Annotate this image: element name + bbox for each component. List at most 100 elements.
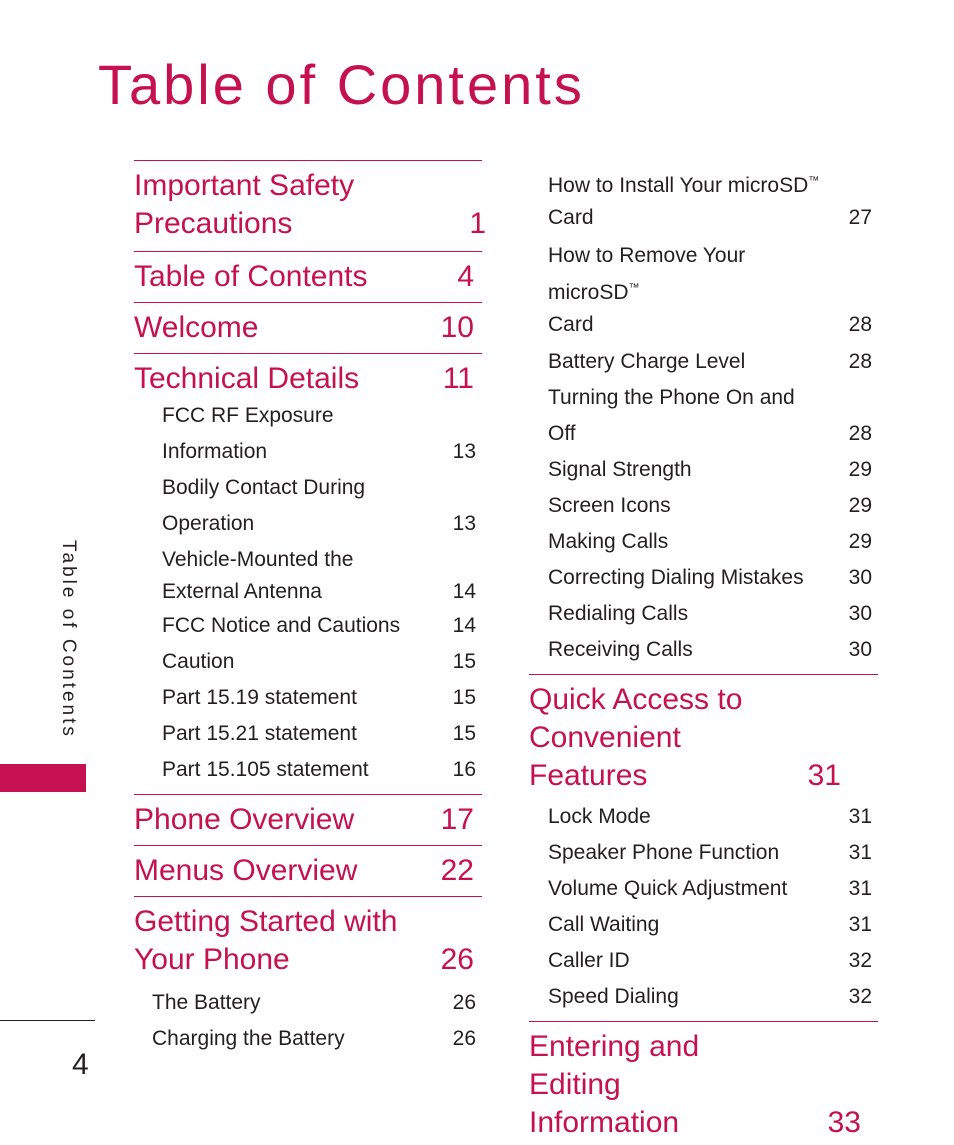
toc-item-label: How to Install Your microSD™ Card xyxy=(548,174,820,229)
toc-item-page: 29 xyxy=(848,458,872,481)
toc-section-label: Table of Contents xyxy=(134,260,368,293)
toc-item-label: Lock Mode xyxy=(548,805,651,828)
toc-item[interactable]: Part 15.105 statement 16 xyxy=(162,752,482,788)
toc-item-label: Battery Charge Level xyxy=(548,350,746,373)
toc-item[interactable]: Part 15.19 statement 15 xyxy=(162,680,482,716)
toc-section[interactable]: Menus Overview 22 xyxy=(134,845,482,896)
toc-item-label: How to Remove Your microSD™ Card xyxy=(548,244,746,336)
toc-item-list: How to Install Your microSD™ Card 27 How … xyxy=(529,165,878,674)
toc-section-label: Welcome xyxy=(134,311,259,344)
toc-item-label: Part 15.21 statement xyxy=(162,722,357,745)
toc-item-page: 32 xyxy=(848,949,872,972)
toc-item[interactable]: Vehicle-Mounted the External Antenna 14 xyxy=(162,542,482,608)
toc-item[interactable]: Making Calls 29 xyxy=(548,524,878,560)
toc-item-label: Correcting Dialing Mistakes xyxy=(548,566,804,589)
toc-item[interactable]: How to Install Your microSD™ Card 27 xyxy=(548,165,878,234)
toc-item-page: 31 xyxy=(848,913,872,936)
toc-item-label: Signal Strength xyxy=(548,458,692,481)
toc-item-label: FCC Notice and Cautions xyxy=(162,614,401,637)
toc-item[interactable]: Volume Quick Adjustment 31 xyxy=(548,871,878,907)
toc-item-page: 26 xyxy=(452,991,476,1014)
toc-item-page: 30 xyxy=(848,566,872,589)
toc-item-label: The Battery xyxy=(152,991,261,1014)
toc-item-label: Charging the Battery xyxy=(152,1027,345,1050)
toc-item[interactable]: Caution 15 xyxy=(162,644,482,680)
toc-section-title[interactable]: Welcome 10 xyxy=(134,309,482,347)
toc-item[interactable]: Part 15.21 statement 15 xyxy=(162,716,482,752)
toc-item[interactable]: Call Waiting 31 xyxy=(548,907,878,943)
toc-item[interactable]: Bodily Contact During Operation 13 xyxy=(162,470,482,542)
toc-item-page: 15 xyxy=(452,722,476,745)
toc-item-page: 15 xyxy=(452,686,476,709)
toc-item-page: 16 xyxy=(452,758,476,781)
toc-item-page: 13 xyxy=(452,512,476,535)
toc-item[interactable]: Correcting Dialing Mistakes 30 xyxy=(548,560,878,596)
toc-item[interactable]: How to Remove Your microSD™ Card 28 xyxy=(548,240,878,341)
side-section-label: Table of Contents xyxy=(58,540,79,739)
toc-item-page: 15 xyxy=(452,650,476,673)
toc-section-page: 26 xyxy=(440,943,474,976)
toc-item[interactable]: FCC Notice and Cautions 14 xyxy=(162,608,482,644)
toc-item-label: Call Waiting xyxy=(548,913,660,936)
toc-item-page: 27 xyxy=(848,206,872,229)
toc-item-page: 28 xyxy=(848,422,872,445)
toc-item-page: 30 xyxy=(848,638,872,661)
toc-section-page: 33 xyxy=(827,1106,861,1139)
toc-section[interactable]: Entering and Editing Information 33 xyxy=(529,1021,878,1142)
toc-item-list: The Battery 26 Charging the Battery 26 xyxy=(134,979,482,1063)
toc-item[interactable]: Speed Dialing 32 xyxy=(548,979,878,1015)
toc-item-page: 26 xyxy=(452,1027,476,1050)
toc-section[interactable]: Phone Overview 17 xyxy=(134,794,482,845)
footer-rule xyxy=(0,1020,95,1021)
toc-item[interactable]: FCC RF Exposure Information 13 xyxy=(162,398,482,470)
toc-item[interactable]: Charging the Battery 26 xyxy=(152,1021,482,1057)
toc-item[interactable]: Lock Mode 31 xyxy=(548,799,878,835)
toc-section-title[interactable]: Getting Started with Your Phone 26 xyxy=(134,903,482,979)
toc-item[interactable]: Signal Strength 29 xyxy=(548,452,878,488)
toc-section[interactable]: Welcome 10 xyxy=(134,302,482,353)
toc-section-page: 31 xyxy=(807,759,841,792)
toc-section-title[interactable]: Menus Overview 22 xyxy=(134,852,482,890)
toc-left-column: Important Safety Precautions 1 Table of … xyxy=(134,160,486,1063)
toc-item[interactable]: The Battery 26 xyxy=(152,985,482,1021)
toc-section-title[interactable]: Technical Details 11 xyxy=(134,360,482,398)
toc-item[interactable]: Receiving Calls 30 xyxy=(548,632,878,668)
toc-section[interactable]: Getting Started with Your Phone 26 The B… xyxy=(134,896,482,1063)
toc-item[interactable]: Screen Icons 29 xyxy=(548,488,878,524)
toc-item[interactable]: Caller ID 32 xyxy=(548,943,878,979)
toc-item-page: 29 xyxy=(848,494,872,517)
toc-section-title[interactable]: Important Safety Precautions 1 xyxy=(134,167,494,243)
toc-section-title[interactable]: Quick Access to Convenient Features 31 xyxy=(529,681,849,795)
toc-section-page: 22 xyxy=(440,854,474,887)
toc-section-title[interactable]: Entering and Editing Information 33 xyxy=(529,1028,869,1142)
page-title: Table of Contents xyxy=(98,53,585,116)
toc-section-page: 4 xyxy=(457,260,474,293)
toc-section[interactable]: Technical Details 11 FCC RF Exposure Inf… xyxy=(134,353,482,794)
toc-section[interactable]: Quick Access to Convenient Features 31 L… xyxy=(529,674,878,1021)
toc-section-title[interactable]: Phone Overview 17 xyxy=(134,801,482,839)
toc-section-label: Menus Overview xyxy=(134,854,358,887)
toc-item[interactable]: Battery Charge Level 28 xyxy=(548,344,878,380)
toc-section-page: 11 xyxy=(442,362,474,395)
toc-item[interactable]: Turning the Phone On and Off 28 xyxy=(548,380,878,452)
toc-item-label: Making Calls xyxy=(548,530,669,553)
toc-section-page: 17 xyxy=(440,803,474,836)
toc-item-page: 28 xyxy=(848,313,872,336)
toc-item-page: 30 xyxy=(848,602,872,625)
toc-section[interactable]: Important Safety Precautions 1 xyxy=(134,160,486,251)
toc-item-label: Screen Icons xyxy=(548,494,671,517)
toc-section[interactable]: Table of Contents 4 xyxy=(134,251,482,302)
toc-item[interactable]: Redialing Calls 30 xyxy=(548,596,878,632)
toc-item-page: 31 xyxy=(848,877,872,900)
toc-section-page: 10 xyxy=(440,311,474,344)
toc-item-list: Lock Mode 31 Speaker Phone Function 31 Vol… xyxy=(529,795,878,1021)
toc-item-page: 13 xyxy=(452,440,476,463)
toc-item-label: Redialing Calls xyxy=(548,602,689,625)
toc-right-column: How to Install Your microSD™ Card 27 How … xyxy=(529,165,878,1142)
toc-item[interactable]: Speaker Phone Function 31 xyxy=(548,835,878,871)
toc-item-label: Volume Quick Adjustment xyxy=(548,877,788,900)
toc-item-label: Speaker Phone Function xyxy=(548,841,780,864)
toc-item-page: 31 xyxy=(848,841,872,864)
toc-item-label: Part 15.105 statement xyxy=(162,758,369,781)
toc-section-title[interactable]: Table of Contents 4 xyxy=(134,258,482,296)
